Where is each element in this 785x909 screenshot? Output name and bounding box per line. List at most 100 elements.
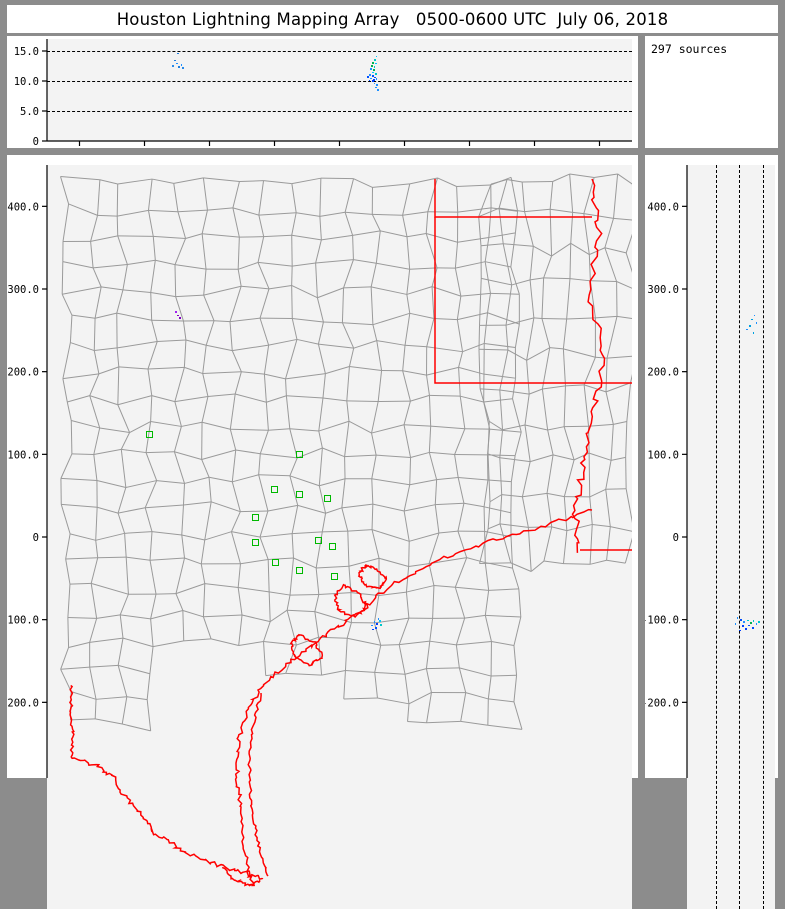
source-point: [374, 66, 376, 68]
source-point: [369, 80, 371, 82]
lma-station-marker: [296, 567, 303, 574]
plan-view-map-panel[interactable]: -400.0-300.0-200.0-100.00100.0200.0300.0…: [7, 155, 638, 778]
source-point: [376, 78, 378, 80]
source-point: [376, 623, 378, 625]
source-point: [374, 59, 376, 61]
source-point: [371, 65, 373, 67]
source-point: [182, 67, 184, 69]
source-point: [372, 72, 374, 74]
source-point: [750, 622, 752, 624]
y-tick-label: 300.0: [647, 284, 679, 296]
source-point: [747, 620, 749, 622]
source-point: [752, 627, 754, 629]
source-point: [370, 68, 372, 70]
source-point: [376, 56, 378, 58]
source-point: [756, 322, 758, 324]
source-point: [739, 630, 741, 632]
window-title-bar: Houston Lightning Mapping Array 0500-060…: [7, 5, 778, 33]
source-point: [379, 620, 381, 622]
source-point: [749, 325, 751, 327]
y-tick-label: 100.0: [7, 449, 39, 461]
source-point: [754, 315, 756, 317]
y-tick-label: 0: [673, 532, 679, 544]
y-tick-label: 400.0: [647, 201, 679, 213]
y-tick-label: 100.0: [647, 449, 679, 461]
map-geography: [47, 165, 632, 909]
source-point: [372, 62, 374, 64]
source-point: [743, 621, 745, 623]
source-point: [174, 60, 176, 62]
lma-station-marker: [331, 573, 338, 580]
sources-count-panel: 297 sources: [645, 36, 778, 148]
source-point: [745, 628, 747, 630]
source-point: [758, 621, 760, 623]
source-point: [742, 625, 744, 627]
y-tick-label: 200.0: [647, 367, 679, 379]
lma-station-marker: [146, 431, 153, 438]
source-point: [746, 329, 748, 331]
y-tick-label: -100.0: [645, 615, 679, 627]
altitude-vs-east-west-plot[interactable]: [47, 39, 632, 141]
source-point: [375, 73, 377, 75]
gridline: [739, 165, 740, 909]
gridline: [47, 81, 632, 82]
source-point: [371, 625, 373, 627]
source-point: [372, 629, 374, 631]
lma-station-marker: [252, 539, 259, 546]
source-point: [369, 74, 371, 76]
north-south-vs-altitude-plot[interactable]: [687, 165, 775, 909]
y-tick-label: -200.0: [645, 697, 679, 709]
source-point: [735, 623, 737, 625]
lma-station-marker: [315, 537, 322, 544]
source-point: [181, 64, 183, 66]
source-point: [374, 83, 376, 85]
y-tick-label: 15.0: [14, 46, 39, 58]
source-point: [175, 311, 177, 313]
source-point: [737, 617, 739, 619]
north-south-vs-altitude-panel[interactable]: 05.010.015.0400.0300.0200.0100.00-100.0-…: [645, 155, 778, 778]
lma-station-marker: [324, 495, 331, 502]
source-point: [748, 625, 750, 627]
source-point: [740, 619, 742, 621]
source-point: [374, 621, 376, 623]
plan-view-map-plot[interactable]: [47, 165, 632, 909]
gridline: [763, 165, 764, 909]
source-point: [375, 627, 377, 629]
sources-count-label: 297 sources: [651, 42, 727, 56]
y-tick-label: -200.0: [7, 697, 39, 709]
y-tick-label: 400.0: [7, 201, 39, 213]
source-point: [753, 332, 755, 334]
y-tick-label: 200.0: [7, 367, 39, 379]
source-point: [377, 89, 379, 91]
y-tick-label: 300.0: [7, 284, 39, 296]
lma-station-marker: [252, 514, 259, 521]
source-point: [179, 317, 181, 319]
source-point: [177, 53, 179, 55]
y-tick-label: -100.0: [7, 615, 39, 627]
source-point: [756, 623, 758, 625]
lma-station-marker: [329, 543, 336, 550]
source-point: [172, 65, 174, 67]
source-point: [380, 624, 382, 626]
lma-station-marker: [296, 491, 303, 498]
y-tick-label: 10.0: [14, 76, 39, 88]
y-tick-label: 0: [33, 136, 39, 148]
source-point: [751, 319, 753, 321]
source-point: [375, 63, 377, 65]
lma-station-marker: [296, 451, 303, 458]
county-boundaries: [61, 174, 633, 731]
source-point: [176, 63, 178, 65]
source-point: [378, 618, 380, 620]
y-tick-label: 0: [33, 532, 39, 544]
altitude-vs-east-west-panel[interactable]: -400.0-300.0-200.0-100.00100.0200.0300.0…: [7, 36, 638, 148]
lma-viewer-window: Houston Lightning Mapping Array 0500-060…: [0, 0, 785, 785]
gridline: [716, 165, 717, 909]
gridline: [47, 111, 632, 112]
lma-station-marker: [272, 559, 279, 566]
y-tick-label: 5.0: [20, 106, 39, 118]
source-point: [178, 66, 180, 68]
lma-station-marker: [271, 486, 278, 493]
source-point: [367, 76, 369, 78]
page-title: Houston Lightning Mapping Array 0500-060…: [117, 10, 669, 29]
gridline: [47, 51, 632, 52]
